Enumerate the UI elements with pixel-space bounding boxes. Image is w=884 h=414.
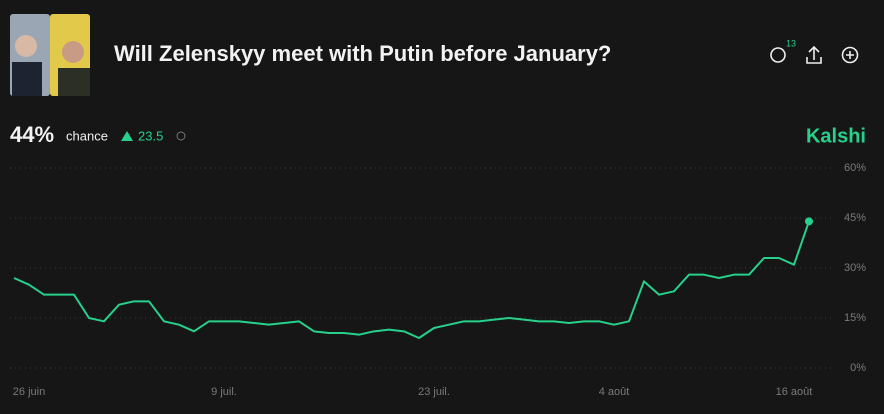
y-tick-label: 30% bbox=[844, 262, 866, 274]
y-tick-label: 45% bbox=[844, 212, 866, 224]
x-tick-label: 4 août bbox=[599, 386, 630, 398]
change: 23.5 bbox=[138, 128, 163, 143]
x-tick-label: 16 août bbox=[776, 386, 813, 398]
x-tick-label: 9 juil. bbox=[211, 386, 237, 398]
x-tick-label: 26 juin bbox=[13, 386, 45, 398]
change-arrow bbox=[121, 131, 133, 141]
comments-button[interactable]: 13 bbox=[770, 38, 796, 63]
y-tick-label: 0% bbox=[850, 362, 866, 374]
add-icon[interactable] bbox=[841, 46, 859, 64]
thumb-suit bbox=[12, 62, 42, 96]
info-icon[interactable] bbox=[176, 131, 186, 141]
thumb-shirt bbox=[58, 68, 90, 96]
thumb-face bbox=[62, 41, 84, 63]
share-icon[interactable] bbox=[806, 45, 822, 64]
comment-icon[interactable] bbox=[770, 47, 786, 63]
y-tick-label: 60% bbox=[844, 162, 866, 174]
thumb-face bbox=[15, 35, 37, 57]
x-tick-label: 23 juil. bbox=[418, 386, 450, 398]
last-point bbox=[805, 217, 813, 226]
y-tick-label: 15% bbox=[844, 312, 866, 324]
price-line bbox=[13, 221, 810, 339]
share-button[interactable] bbox=[806, 45, 822, 64]
probability: 44% bbox=[10, 122, 54, 147]
add-plus bbox=[846, 51, 854, 59]
comment-count: 13 bbox=[786, 38, 796, 48]
brand: Kalshi bbox=[806, 125, 866, 147]
add-button[interactable] bbox=[841, 46, 859, 64]
probability-caption: chance bbox=[66, 128, 108, 143]
market-title: Will Zelenskyy meet with Putin before Ja… bbox=[114, 41, 611, 66]
market-thumbnail bbox=[10, 14, 90, 96]
